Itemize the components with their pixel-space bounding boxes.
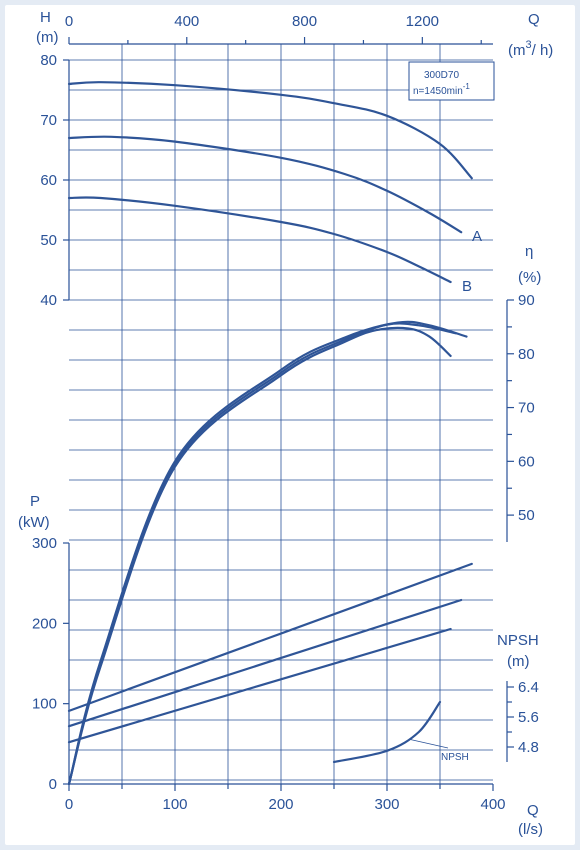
speed-label: n=1450min-1: [413, 82, 470, 97]
efficiency-curve-3: [67, 326, 452, 786]
head-curve-label-b: B: [462, 278, 472, 295]
speed-exp: -1: [463, 82, 471, 91]
npsh-axis-label: NPSH: [497, 632, 539, 649]
head-curve-3: [67, 196, 452, 284]
efficiency-tick-label: 50: [518, 507, 535, 524]
curves: [67, 81, 473, 786]
flow-m3h-axis-label: Q: [528, 11, 540, 28]
power-curve-3: [67, 627, 452, 744]
flow-m3h-tick-label: 800: [292, 13, 317, 30]
flow-m3h-unit-tail: / h): [532, 42, 554, 59]
npsh-axis-unit: (m): [507, 653, 530, 670]
efficiency-tick-label: 90: [518, 292, 535, 309]
head-axis-unit: (m): [36, 29, 59, 46]
head-curve-label-a: A: [472, 228, 482, 245]
flow-m3h-tick-label: 1200: [406, 13, 439, 30]
model-label: 300D70: [424, 70, 459, 81]
power-tick-label: 200: [32, 615, 57, 632]
power-tick-label: 300: [32, 535, 57, 552]
npsh-tick-label: 6.4: [518, 679, 539, 696]
flow-ls-tick-label: 300: [374, 796, 399, 813]
efficiency-tick-label: 80: [518, 346, 535, 363]
power-curve-1: [67, 562, 473, 712]
flow-ls-tick-label: 0: [65, 796, 73, 813]
head-axis-label: H: [40, 9, 51, 26]
npsh-curve-label: NPSH: [441, 752, 469, 763]
power-tick-label: 100: [32, 696, 57, 713]
efficiency-tick-label: 60: [518, 453, 535, 470]
flow-ls-tick-label: 400: [480, 796, 505, 813]
flow-ls-axis-label: Q: [527, 802, 539, 819]
npsh-curve: [332, 700, 442, 764]
flow-ls-tick-label: 200: [268, 796, 293, 813]
head-tick-label: 60: [40, 172, 57, 189]
npsh-tick-label: 4.8: [518, 739, 539, 756]
power-tick-label: 0: [49, 776, 57, 793]
flow-ls-axis-unit: (l/s): [518, 821, 543, 838]
flow-m3h-unit-open: (m: [508, 42, 526, 59]
speed-text: n=1450min: [413, 86, 463, 97]
power-curve-2: [67, 598, 463, 728]
efficiency-tick-label: 70: [518, 400, 535, 417]
flow-ls-tick-label: 100: [162, 796, 187, 813]
head-tick-label: 40: [40, 292, 57, 309]
head-tick-label: 70: [40, 112, 57, 129]
efficiency-axis-unit: (%): [518, 269, 541, 286]
npsh-tick-label: 5.6: [518, 709, 539, 726]
flow-m3h-tick-label: 400: [174, 13, 199, 30]
head-tick-label: 80: [40, 52, 57, 69]
npsh-label-leader: [410, 739, 449, 749]
flow-m3h-unit-exp: 3: [526, 39, 532, 51]
flow-m3h-tick-label: 0: [65, 13, 73, 30]
head-curve-2: [67, 135, 463, 234]
flow-m3h-axis-unit: (m3/ h): [508, 39, 553, 59]
efficiency-axis-label: η: [525, 243, 533, 260]
head-curve-1: [67, 81, 473, 180]
model-box: [408, 61, 495, 101]
power-axis-unit: (kW): [18, 514, 50, 531]
head-tick-label: 50: [40, 232, 57, 249]
power-axis-label: P: [30, 493, 40, 510]
